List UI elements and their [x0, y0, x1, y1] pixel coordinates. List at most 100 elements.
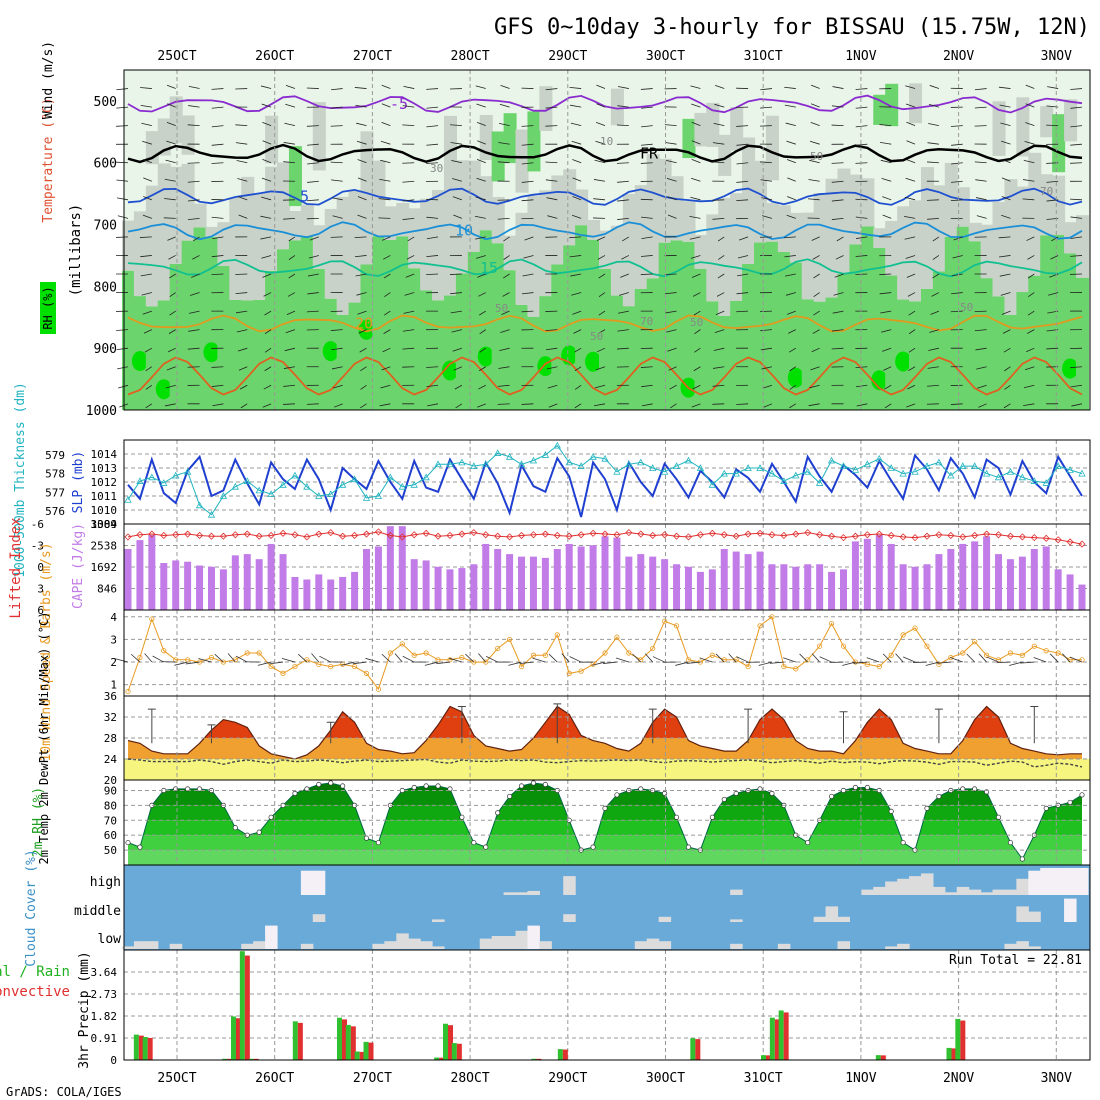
wind-barb [357, 177, 367, 182]
rh-axis-label: 2m RH (%) [31, 787, 46, 857]
wind-barb [951, 143, 963, 146]
wind-barb [192, 255, 200, 260]
lifted-index-point [1042, 534, 1050, 542]
wind-barb [403, 310, 415, 314]
precip-tick: 3.64 [91, 966, 118, 979]
wind-barb [211, 125, 224, 128]
wind-barb [500, 84, 510, 89]
lifted-index-point [136, 531, 144, 539]
cloud-bar [432, 919, 445, 922]
rh-cell [205, 226, 219, 237]
wind-barb [831, 180, 844, 183]
wind-barb [235, 142, 248, 145]
lifted-index-point [923, 532, 931, 540]
rh-cell [885, 220, 899, 276]
wind-speed-point [781, 663, 787, 670]
convective-bar [536, 1058, 542, 1060]
wind-speed-point [793, 666, 799, 672]
cape-bar [1030, 549, 1038, 610]
wind-speed-point [387, 650, 393, 656]
cloud-bar [300, 943, 314, 949]
wind-barb [950, 125, 963, 127]
rh-band [128, 790, 1082, 806]
wind-barb [693, 366, 701, 372]
wind-barb [211, 216, 224, 219]
lifted-index-point [649, 531, 657, 540]
rh-point [435, 783, 441, 789]
wind-barb [545, 125, 558, 127]
wind-barb [855, 384, 868, 388]
cape-bar [923, 564, 931, 610]
rh-cell [885, 275, 899, 410]
wind-barb [691, 273, 701, 278]
lifted-index-point [935, 531, 943, 539]
wind-barb [736, 199, 749, 202]
wind-barb [617, 105, 629, 108]
rh-cell [777, 205, 791, 252]
rh-cell [909, 301, 923, 410]
wind-barb [736, 656, 749, 663]
wind-barb [1001, 214, 1011, 219]
temp-tick: 36 [104, 690, 117, 703]
wind-barb [357, 196, 367, 201]
convective-bar [368, 1042, 374, 1060]
rh-point [960, 786, 966, 792]
wind-barb [666, 159, 677, 164]
cape-bar [363, 549, 370, 610]
rh-cell [396, 236, 410, 410]
wind-barb [211, 143, 224, 146]
rain-bar [955, 1018, 961, 1060]
wind-barb [548, 403, 558, 408]
thickness-point [505, 452, 514, 460]
rh-contour-label: 50 [810, 150, 823, 163]
rh-cell [408, 208, 422, 269]
cape-bar [649, 556, 657, 610]
wind-barb [667, 214, 677, 219]
wind-barb [140, 104, 152, 108]
wind-barb [359, 403, 367, 409]
wind-barb [116, 161, 129, 164]
wind-barb [907, 384, 916, 390]
wind-barb [1027, 329, 1035, 334]
wind-barb [357, 310, 367, 315]
thickness-point [207, 510, 216, 518]
rain-bar [363, 1041, 369, 1060]
wind-barb [1069, 656, 1083, 663]
wind-barb [932, 273, 940, 279]
wind-barb [619, 292, 629, 296]
rh-point [805, 840, 811, 846]
thickness-point [243, 477, 251, 484]
isotherm-label: FR [640, 144, 659, 162]
wind-barb [356, 140, 367, 145]
cloud-bar [909, 876, 922, 895]
wind-barb [881, 329, 892, 333]
wind-barb [1046, 199, 1059, 202]
wind-barb [381, 84, 391, 89]
wind-barb [832, 310, 844, 314]
cape-bar [279, 554, 287, 610]
wind-barb [139, 236, 152, 238]
cloud-bar [420, 941, 433, 949]
cape-bar [673, 564, 681, 610]
cape-bar [613, 537, 621, 610]
wind-barb [116, 197, 129, 201]
wind-speed-point [912, 625, 918, 631]
rh-cell [539, 86, 553, 131]
thickness-tick: 578 [45, 468, 65, 481]
rh-cell [537, 356, 554, 377]
lifted-index-point [863, 531, 871, 539]
wind-barb [620, 273, 629, 278]
cape-bar [637, 554, 645, 610]
wind-barb [142, 214, 152, 219]
date-label-top: 29OCT [548, 49, 587, 64]
lifted-index-point [267, 531, 275, 540]
temp-tick: 32 [104, 711, 117, 724]
wind-barb [925, 661, 940, 666]
cloud-bar [944, 892, 958, 895]
wind-barb [477, 140, 486, 145]
precip-tick: 0 [110, 1054, 117, 1067]
wind-barb [788, 329, 796, 334]
wind-barb [187, 124, 200, 127]
wind-barb [476, 255, 486, 259]
isotherm-label: 20 [355, 314, 373, 332]
